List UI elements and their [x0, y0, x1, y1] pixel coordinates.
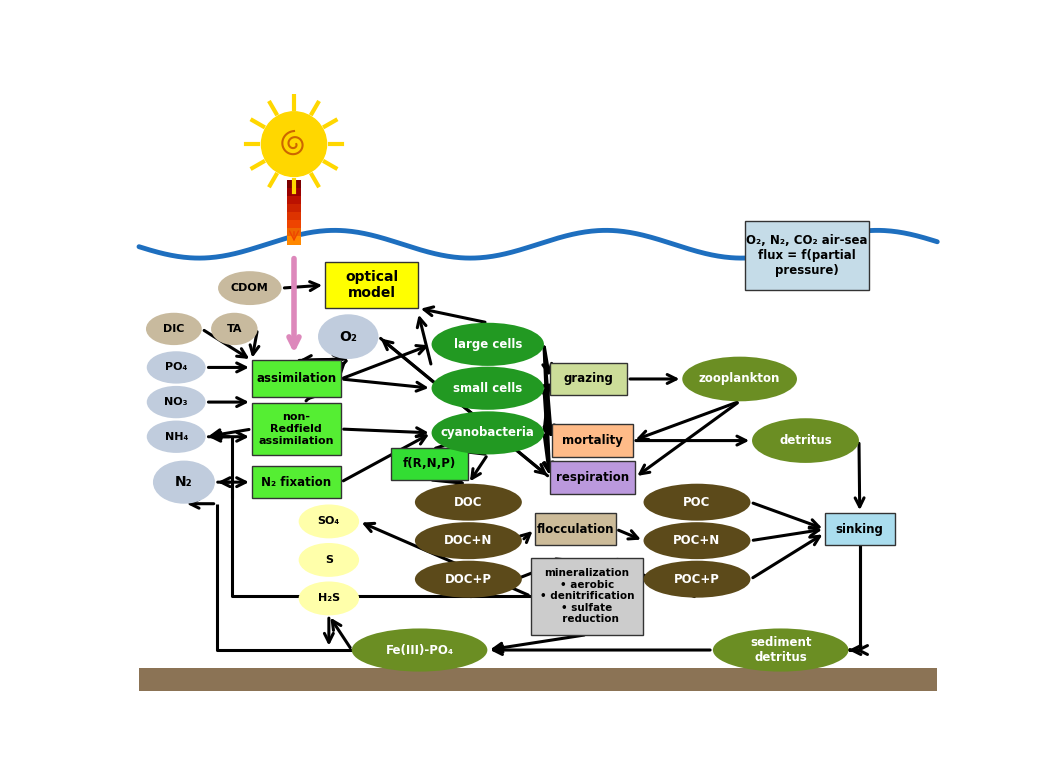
- Circle shape: [261, 112, 327, 176]
- Text: DOC+P: DOC+P: [445, 572, 491, 586]
- FancyBboxPatch shape: [326, 262, 418, 308]
- Text: N₂ fixation: N₂ fixation: [261, 476, 332, 488]
- Text: mortality: mortality: [562, 434, 623, 447]
- Ellipse shape: [415, 484, 522, 521]
- Ellipse shape: [682, 357, 797, 401]
- Text: optical
model: optical model: [345, 270, 398, 300]
- FancyBboxPatch shape: [746, 221, 869, 290]
- Ellipse shape: [415, 522, 522, 559]
- Text: grazing: grazing: [564, 372, 613, 386]
- FancyBboxPatch shape: [252, 466, 341, 499]
- FancyBboxPatch shape: [550, 461, 635, 494]
- Ellipse shape: [147, 386, 206, 418]
- Text: detritus: detritus: [779, 434, 832, 447]
- Text: O₂, N₂, CO₂ air-sea
flux = f(partial
pressure): O₂, N₂, CO₂ air-sea flux = f(partial pre…: [747, 234, 867, 278]
- Ellipse shape: [298, 582, 359, 615]
- Text: SO₄: SO₄: [318, 517, 340, 526]
- Text: sediment
detritus: sediment detritus: [750, 636, 812, 664]
- FancyBboxPatch shape: [287, 196, 301, 205]
- Text: POC+P: POC+P: [674, 572, 720, 586]
- Ellipse shape: [218, 271, 281, 305]
- FancyBboxPatch shape: [530, 557, 644, 634]
- FancyBboxPatch shape: [287, 180, 301, 189]
- Text: sinking: sinking: [836, 523, 884, 535]
- Text: DIC: DIC: [163, 324, 185, 334]
- FancyBboxPatch shape: [551, 424, 633, 457]
- FancyBboxPatch shape: [287, 188, 301, 197]
- Text: N₂: N₂: [175, 475, 193, 489]
- Ellipse shape: [644, 561, 751, 597]
- Text: O₂: O₂: [339, 329, 357, 343]
- FancyBboxPatch shape: [825, 513, 895, 546]
- Text: assimilation: assimilation: [256, 372, 336, 386]
- Ellipse shape: [146, 313, 202, 345]
- Text: cyanobacteria: cyanobacteria: [441, 426, 534, 439]
- FancyBboxPatch shape: [287, 220, 301, 229]
- FancyBboxPatch shape: [252, 361, 341, 397]
- Text: H₂S: H₂S: [318, 593, 340, 604]
- Text: S: S: [324, 555, 333, 565]
- Ellipse shape: [432, 367, 544, 410]
- Text: POC+N: POC+N: [673, 534, 720, 547]
- Text: NO₃: NO₃: [165, 397, 188, 407]
- Text: POC: POC: [684, 495, 711, 509]
- Text: respiration: respiration: [555, 471, 629, 484]
- Text: mineralization
• aerobic
• denitrification
• sulfate
  reduction: mineralization • aerobic • denitrificati…: [540, 568, 634, 624]
- Ellipse shape: [298, 543, 359, 577]
- Ellipse shape: [147, 351, 206, 383]
- Text: Fe(III)-PO₄: Fe(III)-PO₄: [385, 644, 454, 656]
- Ellipse shape: [318, 314, 378, 359]
- Text: non-
Redfield
assimilation: non- Redfield assimilation: [258, 412, 334, 445]
- FancyBboxPatch shape: [139, 668, 938, 691]
- Ellipse shape: [352, 629, 487, 672]
- Ellipse shape: [298, 504, 359, 539]
- Text: CDOM: CDOM: [231, 283, 269, 293]
- Text: NH₄: NH₄: [165, 432, 188, 441]
- Ellipse shape: [752, 418, 859, 463]
- FancyBboxPatch shape: [287, 228, 301, 237]
- FancyBboxPatch shape: [287, 236, 301, 245]
- Text: DOC+N: DOC+N: [444, 534, 492, 547]
- Ellipse shape: [153, 461, 215, 504]
- Text: PO₄: PO₄: [165, 362, 187, 372]
- Text: zooplankton: zooplankton: [699, 372, 780, 386]
- Ellipse shape: [415, 561, 522, 597]
- FancyBboxPatch shape: [550, 363, 627, 395]
- FancyBboxPatch shape: [287, 212, 301, 221]
- FancyBboxPatch shape: [391, 448, 468, 480]
- FancyBboxPatch shape: [287, 205, 301, 213]
- FancyBboxPatch shape: [252, 403, 341, 456]
- Ellipse shape: [211, 313, 257, 345]
- Text: DOC: DOC: [454, 495, 483, 509]
- FancyBboxPatch shape: [534, 513, 616, 546]
- Text: flocculation: flocculation: [537, 523, 614, 535]
- Ellipse shape: [644, 522, 751, 559]
- Text: TA: TA: [227, 324, 243, 334]
- Ellipse shape: [432, 323, 544, 366]
- Ellipse shape: [644, 484, 751, 521]
- Ellipse shape: [147, 420, 206, 453]
- Text: f(R,N,P): f(R,N,P): [403, 457, 457, 470]
- Text: large cells: large cells: [454, 338, 522, 350]
- Text: small cells: small cells: [454, 382, 523, 394]
- Ellipse shape: [713, 629, 848, 672]
- Ellipse shape: [432, 412, 544, 455]
